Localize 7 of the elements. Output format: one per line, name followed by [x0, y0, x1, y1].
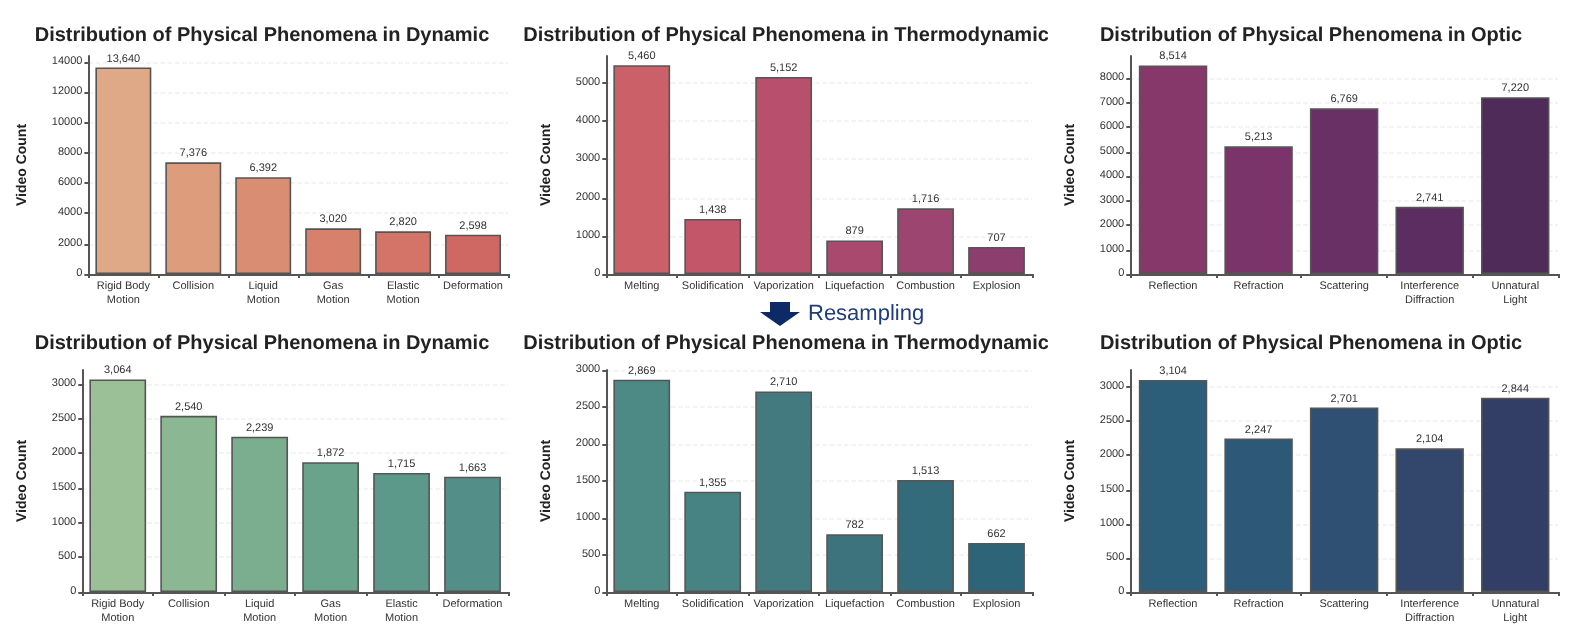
chart-title: Distribution of Physical Phenomena in Thermodynamic: [523, 333, 1050, 355]
chart-title: Distribution of Physical Phenomena in Thermodynamic: [523, 25, 1050, 47]
chart-title: Distribution of Physical Phenomena in Optic: [1099, 333, 1524, 355]
chart-title: Distribution of Physical Phenomena in Dynamic: [34, 333, 491, 355]
chart-title: Distribution of Physical Phenomena in Optic: [1099, 25, 1524, 47]
text: Resampling: [808, 302, 925, 326]
chart-title: Distribution of Physical Phenomena in Dynamic: [34, 25, 491, 47]
